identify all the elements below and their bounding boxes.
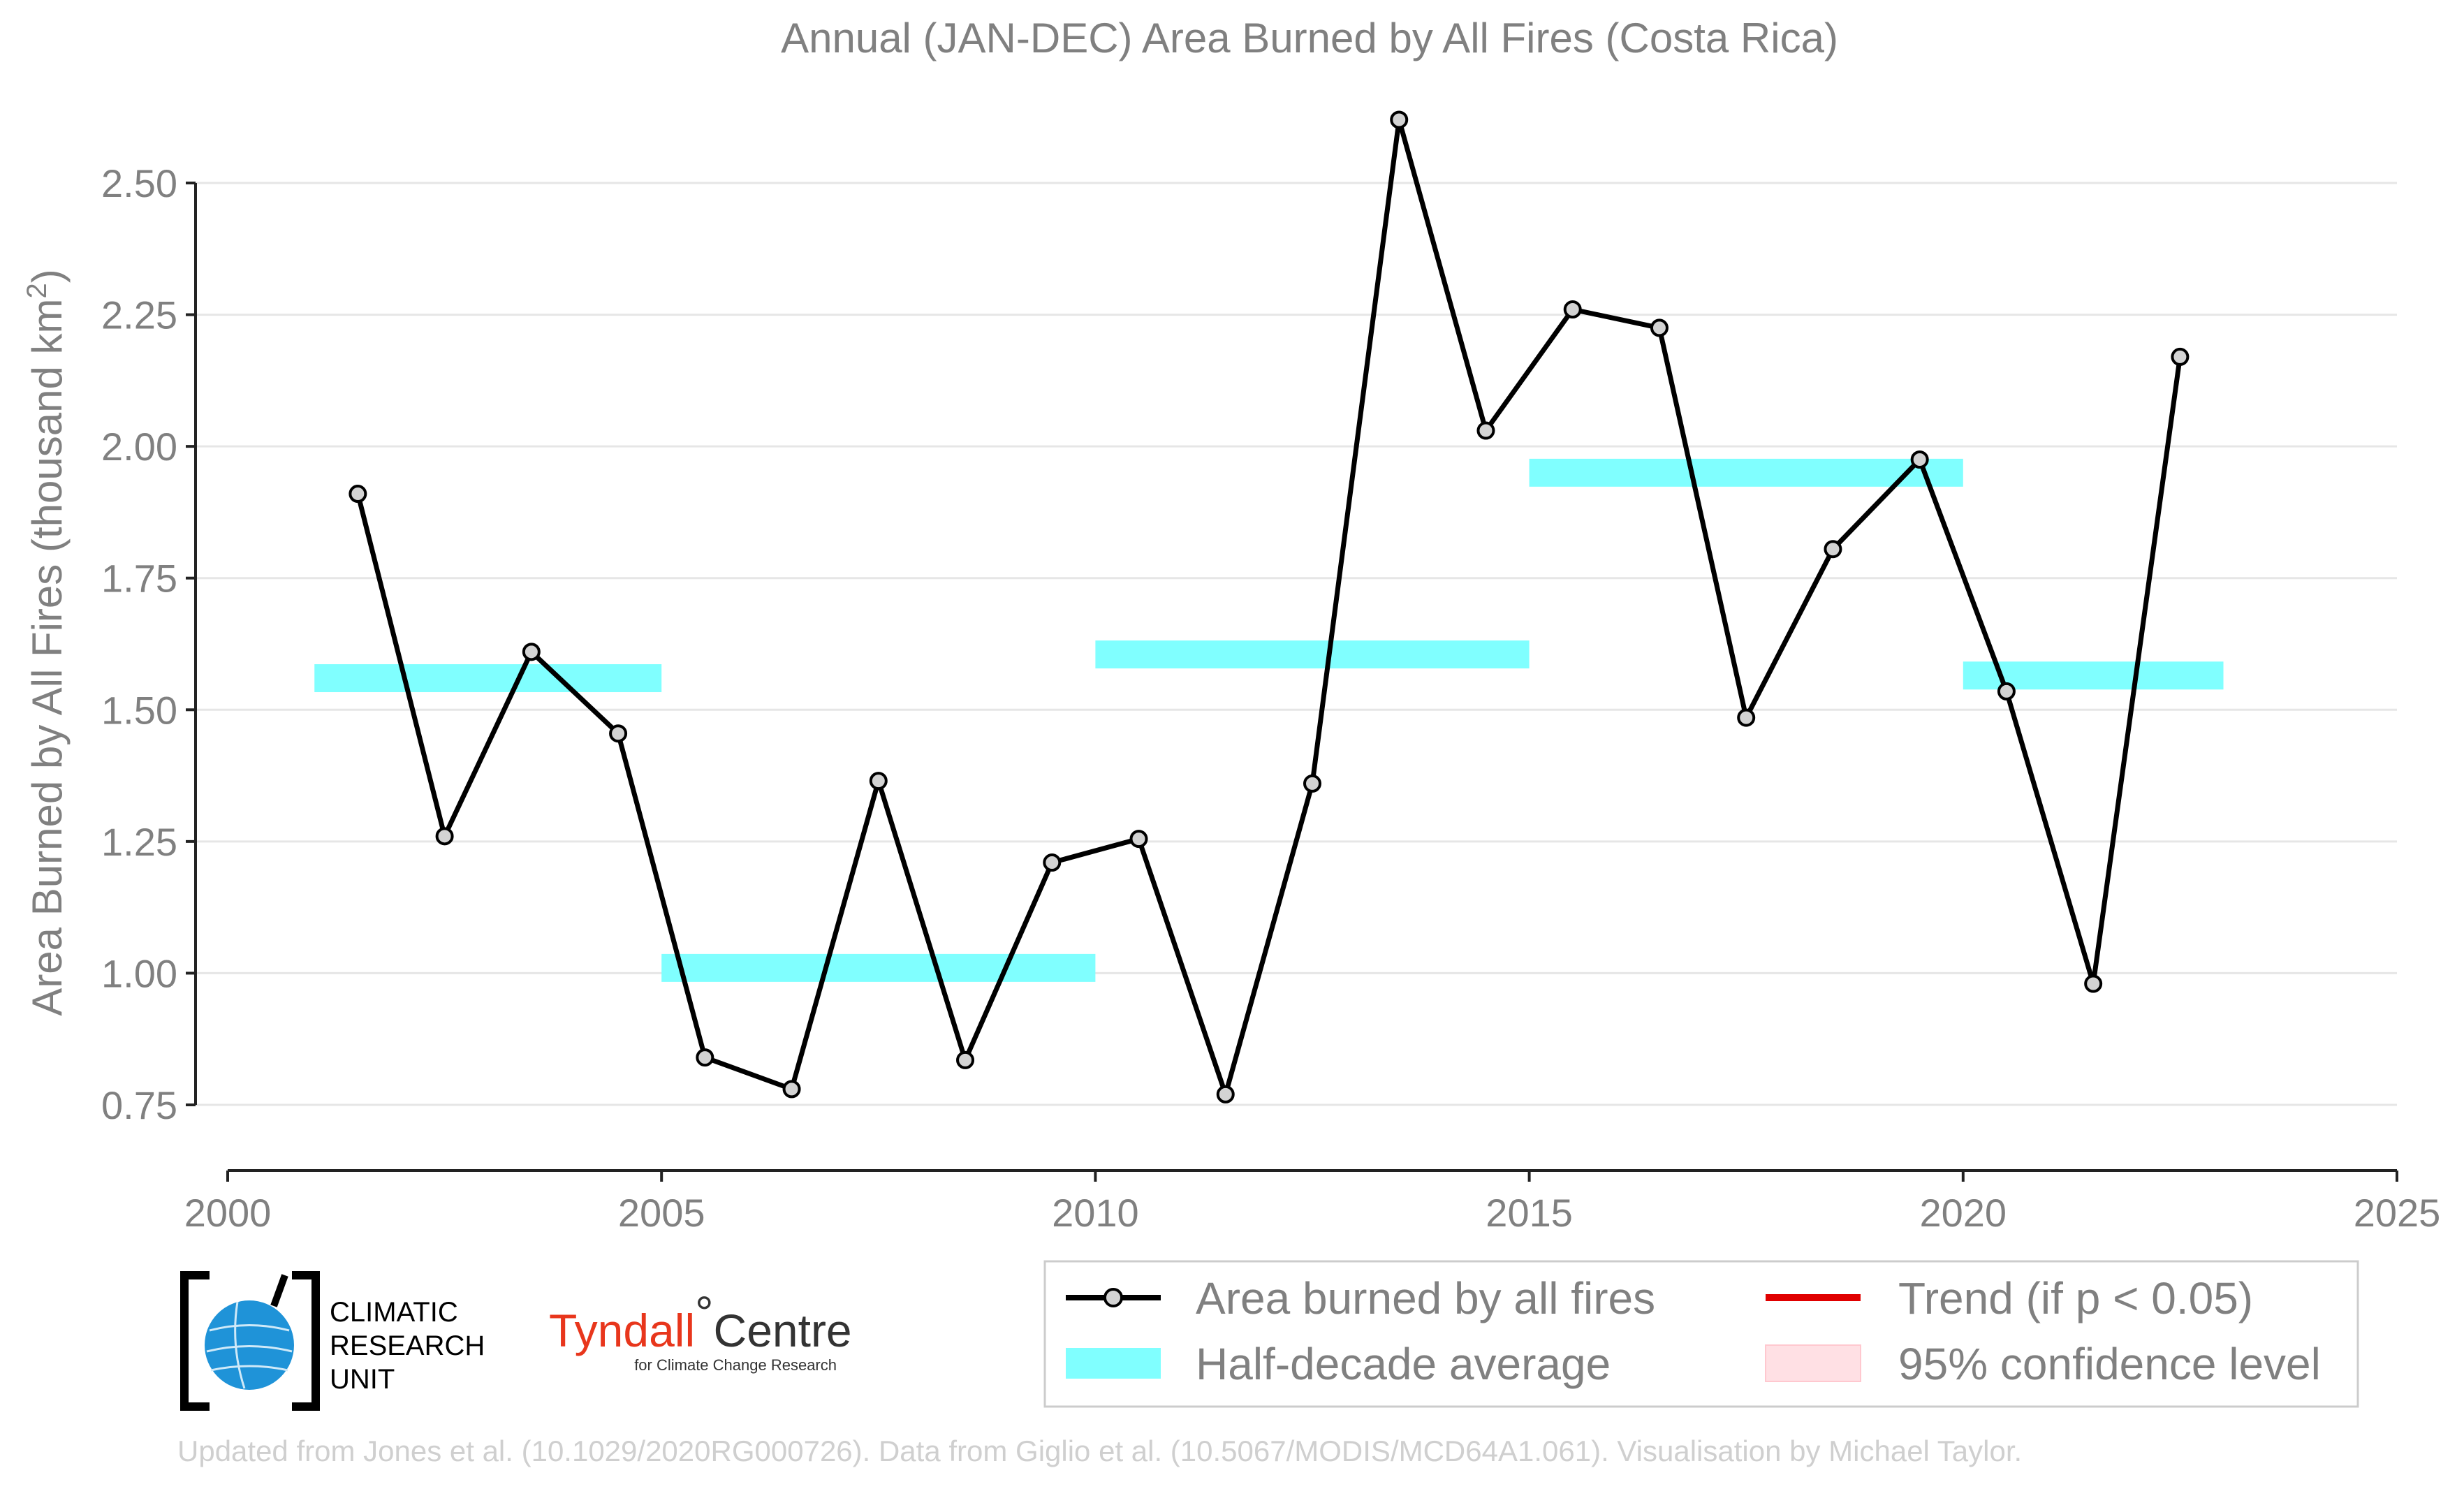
- tyndall-logo: Tyndall°Centre for Climate Change Resear…: [549, 1286, 852, 1374]
- cru-logo-line-3: UNIT: [330, 1364, 395, 1395]
- data-point-2018.5: [1824, 540, 1842, 559]
- y-tick-label-2.50: 2.50: [101, 161, 177, 205]
- half-decade-bar-1: [661, 953, 1096, 982]
- data-point-2022.5: [2171, 347, 2190, 366]
- x-ticks: 2000 2005 2010 2015 2020 2025: [184, 1171, 2441, 1235]
- tyndall-logo-title: Tyndall°Centre: [549, 1286, 852, 1356]
- legend-key-confidence: [1765, 1344, 1861, 1382]
- cru-logo-line-2: RESEARCH: [330, 1330, 485, 1361]
- data-point-2004.5: [609, 724, 628, 743]
- x-tick-label-2020: 2020: [1920, 1191, 2007, 1235]
- data-point-2002.5: [435, 827, 454, 846]
- tyndall-logo-centre: Centre: [714, 1305, 852, 1356]
- cru-logo: CLIMATIC RESEARCH UNIT: [180, 1271, 485, 1411]
- globe-lines: [206, 1301, 293, 1389]
- data-point-2020.5: [1997, 682, 2016, 701]
- legend-label-trend: Trend (if p < 0.05): [1898, 1273, 2253, 1323]
- y-tick-label-1.00: 1.00: [101, 951, 177, 995]
- y-tick-label-1.75: 1.75: [101, 557, 177, 601]
- y-tick-label-2.25: 2.25: [101, 293, 177, 337]
- y-axis-label-superscript: 2: [22, 283, 52, 298]
- cru-logo-line-1: CLIMATIC: [330, 1297, 458, 1328]
- data-point-2019.5: [1910, 450, 1929, 469]
- half-decade-bar-3: [1529, 458, 1963, 487]
- data-point-2013.5: [1390, 110, 1409, 129]
- legend-label-area-burned: Area burned by all fires: [1196, 1273, 1655, 1323]
- data-point-2015.5: [1563, 300, 1582, 319]
- y-tick-label-1.25: 1.25: [101, 820, 177, 864]
- axes: [194, 183, 2397, 1172]
- data-point-2003.5: [522, 643, 541, 661]
- legend-frame: [1043, 1260, 2359, 1408]
- x-tick-label-2010: 2010: [1052, 1191, 1139, 1235]
- y-tick-label-2.00: 2.00: [101, 425, 177, 469]
- tyndall-logo-subtitle: for Climate Change Research: [634, 1356, 837, 1374]
- data-point-2009.5: [1043, 853, 1062, 872]
- data-point-2021.5: [2084, 974, 2103, 993]
- y-axis-label-suffix: ): [24, 269, 71, 283]
- data-point-2007.5: [869, 772, 888, 791]
- data-point-2017.5: [1737, 708, 1756, 727]
- cru-logo-bracket-left: [180, 1271, 210, 1411]
- half-decade-bar-0: [314, 664, 662, 693]
- legend-key-area-burned-marker: [1103, 1288, 1123, 1307]
- x-tick-label-2000: 2000: [184, 1191, 272, 1235]
- y-tick-label-1.50: 1.50: [101, 688, 177, 732]
- y-tick-label-0.75: 0.75: [101, 1083, 177, 1127]
- x-tick-label-2015: 2015: [1486, 1191, 1573, 1235]
- y-ticks: 0.75 1.00 1.25 1.50 1.75 2.00 2.25 2.50: [101, 161, 196, 1127]
- legend: Area burned by all fires Trend (if p < 0…: [1043, 1260, 2359, 1408]
- y-axis-label: Area Burned by All Fires (thousand km2): [22, 269, 71, 1015]
- data-point-2016.5: [1650, 318, 1669, 337]
- footer-credit: Updated from Jones et al. (10.1029/2020R…: [177, 1435, 2022, 1467]
- data-point-2006.5: [782, 1080, 801, 1099]
- y-axis-label-main: Area Burned by All Fires (thousand km: [24, 299, 71, 1016]
- tyndall-logo-degree: °: [695, 1286, 713, 1338]
- half-decade-averages: [314, 458, 2224, 982]
- data-point-2011.5: [1216, 1085, 1235, 1103]
- tyndall-logo-main: Tyndall: [549, 1305, 695, 1356]
- legend-label-confidence: 95% confidence level: [1898, 1339, 2321, 1389]
- x-tick-label-2025: 2025: [2354, 1191, 2441, 1235]
- legend-key-half-decade: [1066, 1348, 1161, 1379]
- series-line: [355, 117, 2183, 1097]
- half-decade-bar-2: [1095, 640, 1530, 669]
- data-point-2010.5: [1129, 830, 1148, 849]
- data-point-2012.5: [1303, 774, 1321, 793]
- legend-label-half-decade: Half-decade average: [1196, 1339, 1611, 1389]
- chart-title: Annual (JAN-DEC) Area Burned by All Fire…: [781, 15, 1838, 61]
- data-point-2001.5: [349, 485, 367, 504]
- data-point-2014.5: [1476, 421, 1495, 440]
- data-point-2008.5: [956, 1050, 975, 1069]
- data-point-2005.5: [696, 1048, 714, 1067]
- cru-logo-bracket-right: [292, 1271, 320, 1411]
- series-area-burned: [349, 110, 2190, 1103]
- cru-logo-slash: [270, 1274, 288, 1307]
- x-tick-label-2005: 2005: [618, 1191, 705, 1235]
